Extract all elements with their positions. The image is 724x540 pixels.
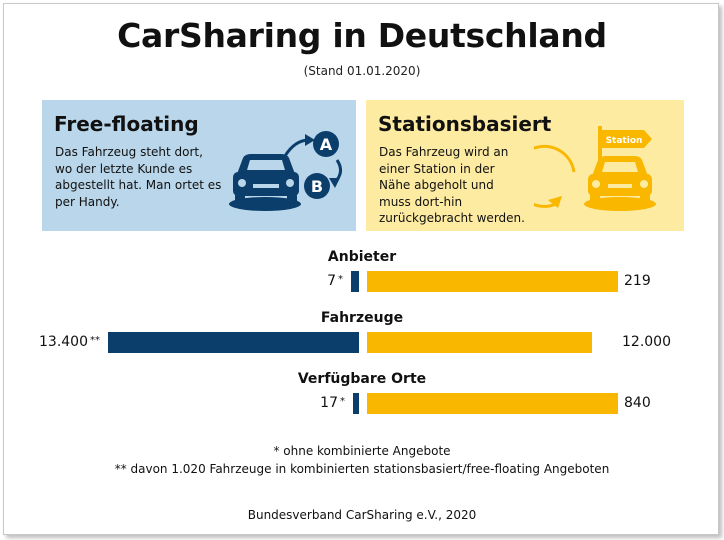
value-label-stationsbasiert: 219 (624, 273, 651, 289)
infographic-frame (3, 3, 719, 535)
free-floating-title: Free-floating (54, 112, 199, 136)
value-label-stationsbasiert: 12.000 (622, 334, 671, 350)
category-label: Anbieter (327, 249, 397, 265)
marker-b-circle (304, 173, 330, 199)
chart-title: CarSharing in Deutschland (117, 16, 607, 55)
category-label: Fahrzeuge (320, 310, 404, 326)
bar-free-floating (351, 271, 359, 292)
bar-stationsbasiert (367, 332, 592, 353)
free-floating-description: Das Fahrzeug steht dort, wo der letzte K… (55, 145, 222, 209)
footnote-1: * ohne kombinierte Angebote (273, 444, 451, 458)
source-credit: Bundesverband CarSharing e.V., 2020 (247, 508, 477, 522)
marker-a-label: A (320, 135, 333, 154)
stationsbasiert-title: Stationsbasiert (378, 112, 552, 136)
category-label: Verfügbare Orte (297, 371, 427, 387)
free-floating-car-icon: A B (229, 131, 342, 211)
value-label-free-floating: 7 * (327, 273, 343, 289)
footnote-2: ** davon 1.020 Fahrzeuge in kombinierten… (114, 462, 610, 476)
bar-stationsbasiert (367, 393, 618, 414)
station-sign-label: Station (606, 136, 643, 146)
value-label-free-floating: 13.400 ** (39, 334, 100, 350)
station-car-icon: Station (534, 126, 656, 211)
bar-free-floating (108, 332, 359, 353)
marker-a-circle (313, 131, 339, 157)
chart-subtitle: (Stand 01.01.2020) (303, 64, 421, 78)
bar-stationsbasiert (367, 271, 618, 292)
bar-free-floating (353, 393, 359, 414)
free-floating-panel: Free-floating Das Fahrzeug steht dort, w… (42, 100, 356, 231)
marker-b-label: B (311, 177, 323, 196)
stationsbasiert-panel: Stationsbasiert Das Fahrzeug wird an ein… (366, 100, 684, 231)
value-label-stationsbasiert: 840 (624, 395, 651, 411)
stationsbasiert-description: Das Fahrzeug wird an einer Station in de… (379, 145, 525, 225)
value-label-free-floating: 17 * (320, 395, 345, 411)
